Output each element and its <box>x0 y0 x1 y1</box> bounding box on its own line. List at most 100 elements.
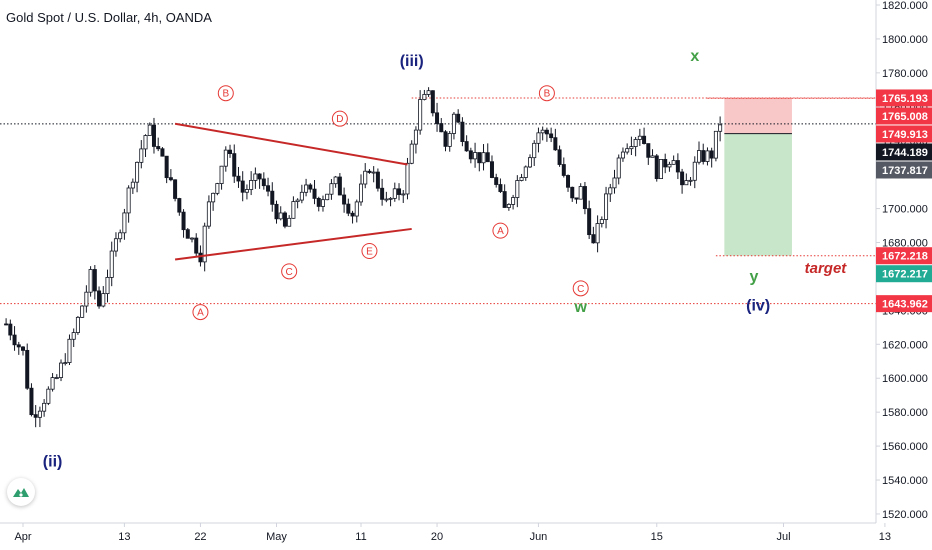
candle-bear <box>240 180 245 193</box>
candle-bear <box>308 184 313 190</box>
wave-circle-B <box>538 85 555 102</box>
candle-bear <box>468 150 473 160</box>
candle-bull <box>637 135 642 140</box>
wave-circle-label: A <box>197 308 204 319</box>
candle-bull <box>536 132 541 144</box>
candle-bull <box>608 187 613 195</box>
candle-bull <box>253 173 258 181</box>
candle-bear <box>485 152 490 163</box>
candle-bull <box>688 179 693 182</box>
candle-bull <box>223 149 228 167</box>
candle-bull <box>113 238 118 252</box>
candle-bear <box>194 237 199 254</box>
y-tick-label: 1520.000 <box>882 509 928 521</box>
candle-bull <box>692 161 697 181</box>
candle-bull <box>713 130 718 159</box>
candle-bear <box>337 176 342 196</box>
level-1672-217-badge-label: 1672.217 <box>882 269 928 281</box>
candle-bear <box>557 149 562 165</box>
triangle-trendline-2[interactable] <box>174 227 412 261</box>
triangle-trendline-1[interactable] <box>174 122 408 166</box>
candle-bull <box>287 217 292 227</box>
candle-bear <box>160 148 165 157</box>
candle-bear <box>261 178 266 187</box>
target-annotation: target <box>805 260 848 277</box>
candle-bull <box>604 193 609 220</box>
candle-bull <box>384 198 389 201</box>
candle-bear <box>316 197 321 207</box>
candle-bull <box>519 177 524 181</box>
candle-bull <box>473 152 478 160</box>
candle-bull <box>658 159 663 180</box>
candle-bear <box>8 323 13 336</box>
candle-bull <box>595 223 600 244</box>
candle-bull <box>54 377 59 379</box>
candle-bull <box>206 201 211 227</box>
candle-bear <box>92 269 97 292</box>
wave-circle-label: C <box>577 284 584 295</box>
candle-bear <box>97 290 102 307</box>
candle-bear <box>494 177 499 185</box>
candle-bull <box>697 150 702 163</box>
stop-loss-zone[interactable] <box>724 97 792 134</box>
target-zone[interactable] <box>724 133 792 256</box>
level-1765-008-badge-label: 1765.008 <box>882 111 928 123</box>
candle-bull <box>211 192 216 203</box>
candle-bull <box>291 201 296 219</box>
candle-bear <box>346 203 351 214</box>
candle-bull <box>409 143 414 164</box>
candle-bull <box>59 362 64 378</box>
candle-bear <box>498 184 503 192</box>
y-tick-label: 1560.000 <box>882 441 928 453</box>
candle-bear <box>266 185 271 192</box>
candle-bear <box>477 152 482 164</box>
candle-bull <box>109 250 114 278</box>
candle-bull <box>616 157 621 179</box>
candle-bull <box>447 133 452 147</box>
candle-bull <box>718 124 723 132</box>
tradingview-logo-icon[interactable] <box>7 478 35 506</box>
candle-bull <box>528 157 533 168</box>
x-tick-label: Jul <box>776 531 790 543</box>
candle-bull <box>189 237 194 240</box>
candle-bear <box>663 159 668 168</box>
candle-bull <box>650 155 655 158</box>
candle-bear <box>342 194 347 205</box>
candle-bull <box>511 197 516 205</box>
wave-circle-C <box>572 280 589 297</box>
candle-bull <box>515 180 520 198</box>
level-1749-913-badge <box>876 125 932 143</box>
candle-bear <box>181 211 186 231</box>
wave-circle-label: B <box>544 89 551 100</box>
y-tick-label: 1680.000 <box>882 238 928 250</box>
wave-label: (iii) <box>400 53 424 70</box>
candle-bull <box>244 189 249 193</box>
candle-bull <box>299 191 304 201</box>
x-tick-label: 15 <box>651 531 663 543</box>
candle-bull <box>671 160 676 165</box>
candle-bull <box>625 148 630 153</box>
wave-circle-label: B <box>222 89 229 100</box>
candle-bull <box>219 165 224 184</box>
candle-bear <box>164 155 169 179</box>
candle-bear <box>574 197 579 200</box>
candle-bull <box>126 187 131 214</box>
candle-bull <box>481 152 486 164</box>
candle-bear <box>198 252 203 263</box>
candle-bear <box>460 121 465 142</box>
candle-bull <box>320 199 325 207</box>
candle-bear <box>380 187 385 200</box>
candle-bull <box>80 305 85 318</box>
candle-bear <box>544 129 549 135</box>
candle-bull <box>532 142 537 159</box>
level-1765-193-badge <box>876 89 932 107</box>
level-1737-817-badge <box>876 161 932 179</box>
candle-bull <box>422 94 427 100</box>
candle-bear <box>33 414 38 418</box>
candle-bear <box>439 123 444 133</box>
candle-bear <box>25 349 30 389</box>
candle-bull <box>629 146 634 150</box>
candle-bear <box>367 170 372 173</box>
candle-bull <box>37 410 42 418</box>
